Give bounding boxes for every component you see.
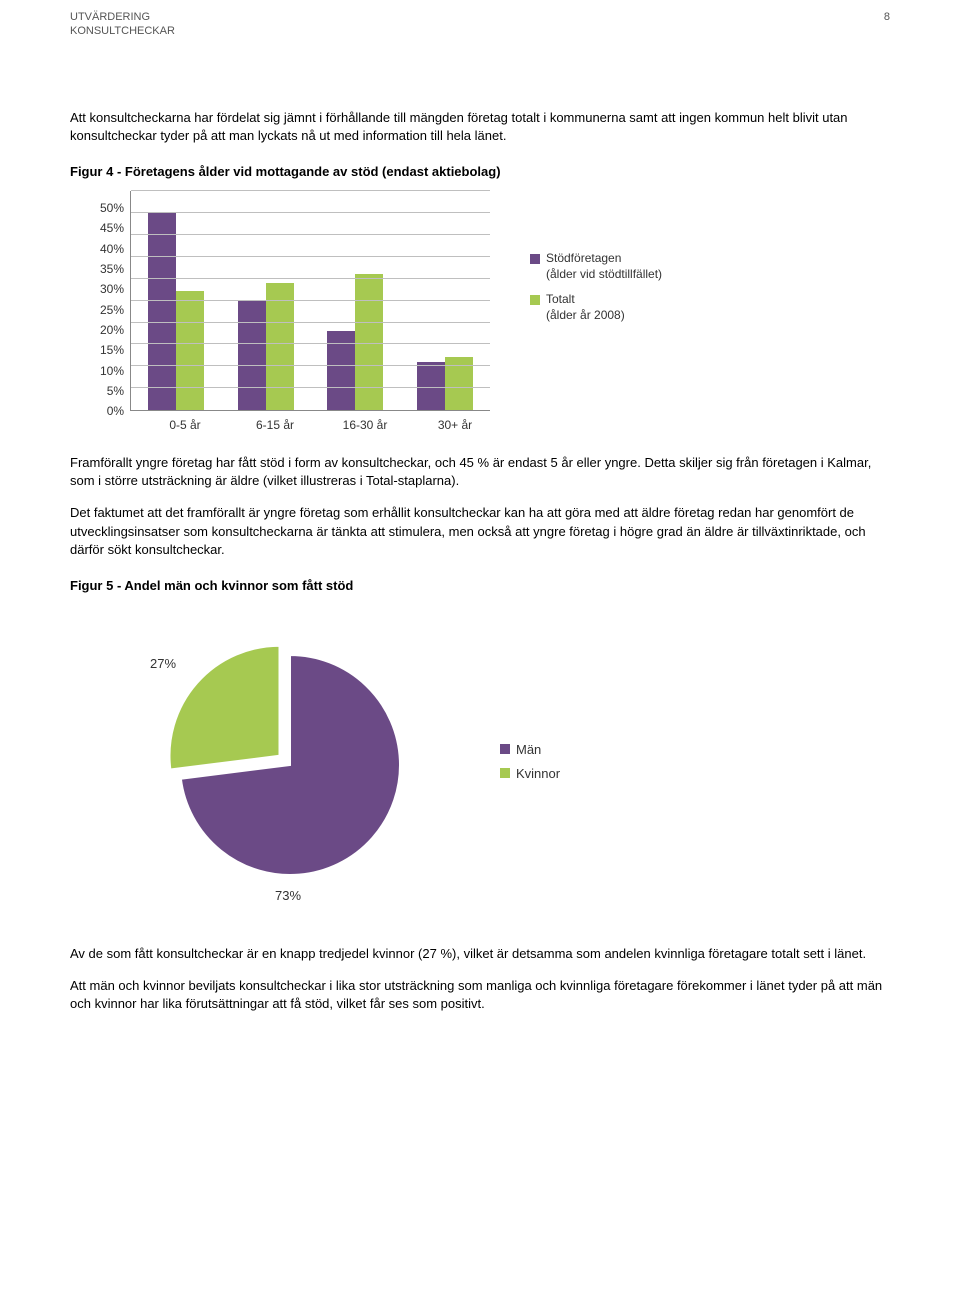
y-tick-label: 50%	[100, 200, 124, 217]
gridline	[131, 278, 490, 279]
legend-item: Kvinnor	[500, 765, 560, 783]
y-tick-label: 40%	[100, 241, 124, 258]
figure4-y-axis: 50%45%40%35%30%25%20%15%10%5%0%	[100, 200, 130, 420]
paragraph-2: Framförallt yngre företag har fått stöd …	[70, 454, 890, 490]
y-tick-label: 30%	[100, 281, 124, 298]
bar	[355, 274, 383, 410]
pie-slice	[169, 646, 279, 770]
x-tick-label: 16-30 år	[330, 417, 400, 434]
gridline	[131, 256, 490, 257]
paragraph-4: Av de som fått konsultcheckar är en knap…	[70, 945, 890, 963]
figure4-x-axis: 0-5 år 6-15 år 16-30 år 30+ år	[140, 417, 500, 434]
figure5-legend: Män Kvinnor	[500, 741, 560, 789]
legend-swatch	[500, 744, 510, 754]
y-tick-label: 25%	[100, 302, 124, 319]
gridline	[131, 234, 490, 235]
bar	[238, 300, 266, 410]
legend-text: Stödföretagen(ålder vid stödtillfället)	[546, 251, 662, 282]
x-tick-label: 0-5 år	[150, 417, 220, 434]
bar	[148, 212, 176, 410]
gridline	[131, 212, 490, 213]
legend-item: Män	[500, 741, 560, 759]
y-tick-label: 20%	[100, 322, 124, 339]
figure5-pie-area: 27% 73%	[120, 615, 460, 915]
bar	[417, 362, 445, 410]
doc-title: UTVÄRDERING KONSULTCHECKAR	[70, 10, 175, 39]
y-tick-label: 5%	[107, 383, 124, 400]
y-tick-label: 10%	[100, 363, 124, 380]
legend-item: Stödföretagen(ålder vid stödtillfället)	[530, 251, 662, 282]
gridline	[131, 190, 490, 191]
gridline	[131, 387, 490, 388]
bar-group	[320, 274, 390, 410]
gridline	[131, 365, 490, 366]
paragraph-3: Det faktumet att det framförallt är yngr…	[70, 504, 890, 559]
paragraph-5: Att män och kvinnor beviljats konsultche…	[70, 977, 890, 1013]
paragraph-1: Att konsultcheckarna har fördelat sig jä…	[70, 109, 890, 145]
figure4-chart: 50%45%40%35%30%25%20%15%10%5%0% 0-5 år6-…	[100, 191, 890, 434]
page-header: UTVÄRDERING KONSULTCHECKAR 8	[70, 10, 890, 39]
figure4-bar-groups	[131, 191, 490, 410]
legend-text: Män	[516, 741, 541, 759]
page-number: 8	[884, 10, 890, 25]
legend-swatch	[530, 295, 540, 305]
x-tick-label: 30+ år	[420, 417, 490, 434]
legend-swatch	[500, 768, 510, 778]
header-line1: UTVÄRDERING	[70, 10, 175, 24]
gridline	[131, 322, 490, 323]
bar-group	[141, 212, 211, 410]
bar	[266, 283, 294, 411]
figure5-label-73: 73%	[275, 887, 301, 905]
figure5-chart: 27% 73% Män Kvinnor	[120, 615, 890, 915]
figure5-label-27: 27%	[150, 655, 176, 673]
gridline	[131, 300, 490, 301]
legend-text: Kvinnor	[516, 765, 560, 783]
legend-text: Totalt(ålder år 2008)	[546, 292, 625, 323]
legend-item: Totalt(ålder år 2008)	[530, 292, 662, 323]
figure4-legend: Stödföretagen(ålder vid stödtillfället) T…	[530, 251, 662, 333]
figure4-plot-area	[130, 191, 490, 411]
header-line2: KONSULTCHECKAR	[70, 24, 175, 38]
y-tick-label: 15%	[100, 342, 124, 359]
legend-swatch	[530, 254, 540, 264]
gridline	[131, 343, 490, 344]
figure4-title: Figur 4 - Företagens ålder vid mottagand…	[70, 163, 890, 181]
figure5-title: Figur 5 - Andel män och kvinnor som fått…	[70, 577, 890, 595]
y-tick-label: 45%	[100, 220, 124, 237]
x-tick-label: 6-15 år	[240, 417, 310, 434]
bar-group	[231, 283, 301, 411]
bar	[176, 291, 204, 410]
y-tick-label: 35%	[100, 261, 124, 278]
